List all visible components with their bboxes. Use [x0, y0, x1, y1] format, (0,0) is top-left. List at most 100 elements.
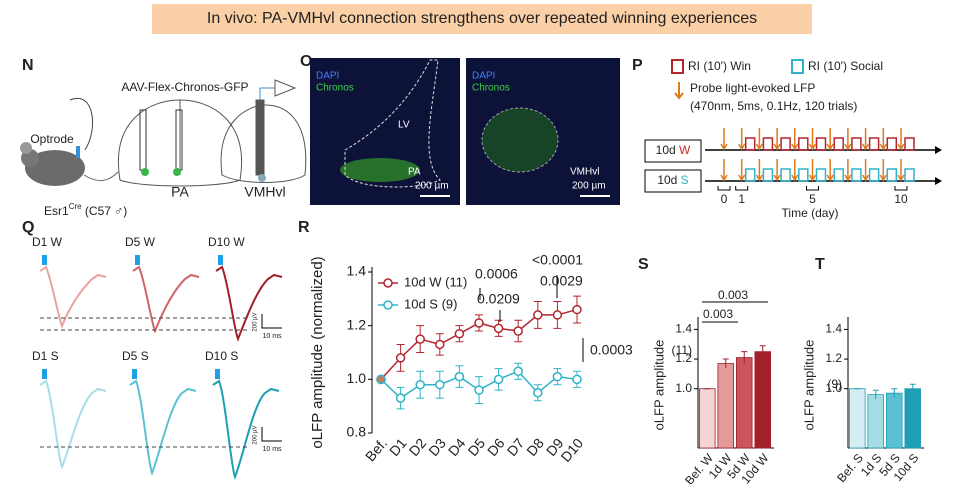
- scale-bar: [261, 314, 282, 329]
- annotation: 0.0029: [540, 273, 583, 289]
- probe-marker: [791, 128, 799, 151]
- trace-label: D10 W: [208, 235, 245, 249]
- y-tick-label: 1.4: [825, 322, 842, 336]
- row-label-s: 10d S: [657, 173, 688, 187]
- session-box: [744, 137, 756, 151]
- probe-marker: [861, 128, 870, 151]
- data-point: [474, 318, 484, 328]
- x-tick-bracket: [894, 186, 908, 191]
- timeline: 0 1 5 10: [705, 128, 942, 206]
- trace-label: D5 W: [125, 235, 156, 249]
- data-point: [395, 353, 406, 363]
- data-point: [435, 379, 445, 390]
- annotation: <0.0001: [532, 252, 583, 268]
- data-point: [513, 326, 523, 336]
- light-pulse: [135, 255, 140, 265]
- session-box: [762, 168, 774, 182]
- lv-label: LV: [398, 120, 410, 131]
- x-tick-label: 0: [721, 192, 728, 206]
- y-tick-label: 1.4: [675, 322, 692, 336]
- bar: [717, 363, 735, 449]
- brain-slice-pa: [118, 99, 242, 187]
- probe-marker: [826, 128, 834, 151]
- y-tick-label: 0.8: [347, 424, 367, 440]
- pa-label: PA: [408, 167, 421, 178]
- scale-bar: [261, 427, 282, 442]
- data-point: [493, 374, 504, 385]
- data-point: [454, 328, 465, 339]
- probe-marker: [773, 159, 781, 182]
- y-tick-label: 1.2: [675, 351, 692, 365]
- probe-marker: [844, 128, 852, 151]
- legend-swatch-social: [791, 59, 804, 74]
- mouse-genotype: Esr1Cre (C57 ♂): [44, 202, 127, 218]
- lfp-trace: [129, 379, 197, 476]
- session-box: [886, 137, 898, 151]
- data-point: [533, 388, 543, 398]
- stain-dapi: DAPI: [316, 71, 339, 82]
- data-point: [376, 374, 386, 385]
- genotype-sup: Cre: [69, 202, 82, 211]
- x-tick-bracket: [806, 186, 819, 191]
- row-label-w: 10d W: [656, 143, 691, 157]
- x-axis-title: Time (day): [782, 206, 839, 220]
- annotation: 0.0209: [477, 291, 520, 307]
- error-bar: [872, 389, 879, 400]
- row-prefix: 10d: [656, 143, 679, 157]
- session-box: [780, 168, 791, 182]
- annotation: 0.003: [703, 307, 733, 321]
- error-bar: [722, 358, 729, 368]
- stain-chronos: Chronos: [472, 83, 510, 94]
- chronos-signal: [340, 158, 420, 182]
- panel-letter: S: [638, 256, 649, 273]
- row-prefix: 10d: [657, 173, 680, 187]
- timeline-arrowhead: [935, 146, 942, 154]
- traces: D1 W D5 W D10 W D1 S D5 S D10 S: [32, 235, 283, 480]
- probe-marker: [738, 159, 746, 182]
- probe-marker: [861, 159, 870, 182]
- probe-marker: [879, 128, 887, 151]
- probe-marker: [844, 159, 852, 182]
- trace-label: D10 S: [205, 349, 238, 363]
- legend-marker: [383, 300, 393, 310]
- x-tick-label: D10: [557, 435, 586, 465]
- light-pulse: [215, 369, 220, 379]
- session-box: [798, 168, 809, 182]
- session-box: [744, 168, 756, 182]
- probe-marker: [773, 128, 781, 151]
- lfp-trace: [132, 265, 200, 334]
- data-point: [572, 374, 582, 385]
- probe-marker: [738, 128, 746, 151]
- stain-dapi: DAPI: [472, 71, 495, 82]
- session-box: [904, 168, 915, 182]
- data-point: [572, 304, 582, 315]
- session-box: [868, 137, 880, 151]
- data-point: [435, 339, 445, 350]
- probe-marker: [808, 128, 817, 151]
- row-box: [644, 139, 702, 163]
- x-tick-bracket: [717, 186, 731, 191]
- x-tick-bracket: [735, 186, 749, 191]
- probe-marker: [791, 159, 799, 182]
- probe-marker: [720, 128, 728, 151]
- data-point: [415, 379, 425, 390]
- region-vmhvl-label: VMHvl: [244, 184, 285, 200]
- session-box: [833, 137, 844, 151]
- header-title: In vivo: PA-VMHvl connection strengthens…: [207, 10, 757, 27]
- bar: [754, 351, 772, 449]
- light-pulse: [42, 255, 47, 265]
- probe-marker: [826, 159, 834, 182]
- error-bar: [759, 345, 766, 358]
- row-box: [644, 169, 702, 193]
- legend-social: RI (10') Social: [808, 59, 883, 73]
- scale-time: 10 ms: [262, 446, 282, 453]
- probe-marker: [808, 159, 817, 182]
- probe-marker: [897, 128, 905, 151]
- panel-letter: N: [22, 57, 34, 74]
- row-letter: W: [679, 143, 691, 157]
- region-pa-label: PA: [171, 184, 189, 200]
- x-tick-label: 10: [894, 192, 908, 206]
- legend-label: 10d S (9): [404, 296, 457, 311]
- panel-letter: O: [300, 53, 312, 70]
- legend-label: 10d W (11): [404, 274, 467, 289]
